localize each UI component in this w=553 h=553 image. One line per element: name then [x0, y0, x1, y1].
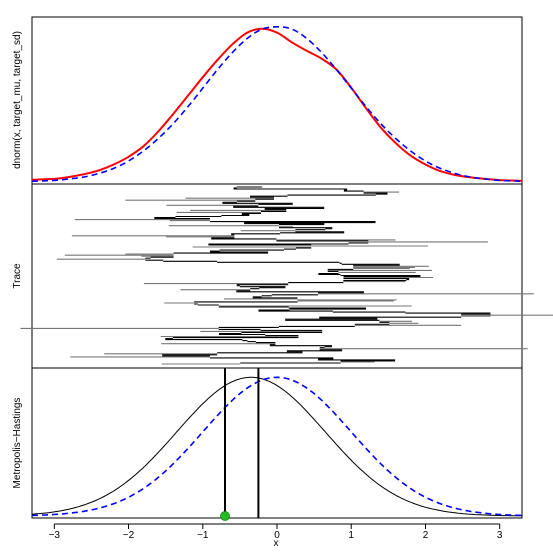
- x-tick-label: 0: [274, 530, 280, 541]
- proposal-normal-line: [31, 376, 522, 517]
- x-tick-label: −3: [49, 530, 61, 541]
- proposal-vlines: [224, 368, 260, 518]
- current-point-marker: [220, 511, 230, 521]
- proposal-point: [220, 511, 230, 521]
- density-panel-frame: [31, 16, 523, 185]
- proposal-series: [31, 376, 523, 517]
- trace-lines: [20, 186, 553, 365]
- density-series: [31, 25, 523, 182]
- x-tick-label: −2: [123, 530, 135, 541]
- target-density-line: [31, 25, 523, 182]
- trace-y-axis-label: Trace: [12, 263, 23, 289]
- target-normal-line: [31, 376, 523, 517]
- estimated-density-line: [31, 27, 523, 182]
- x-axis: −3 −2 −1 0 1 2 3: [49, 523, 503, 541]
- x-tick-label: 1: [348, 530, 354, 541]
- proposal-panel-frame: [31, 367, 523, 519]
- x-axis-label: x: [274, 538, 279, 549]
- density-y-axis-label: dnorm(x, target_mu, target_sd): [12, 31, 23, 169]
- x-tick-label: 2: [423, 530, 429, 541]
- density-panel: dnorm(x, target_mu, target_sd): [12, 16, 523, 185]
- x-tick-label: 3: [497, 530, 503, 541]
- trace-panel: Trace: [12, 183, 553, 369]
- x-tick-label: −1: [197, 530, 209, 541]
- proposal-y-axis-label: Metropolis−Hastings: [12, 398, 23, 489]
- proposal-panel: Metropolis−Hastings −3 −2 −1 0 1 2 3 x: [12, 367, 523, 549]
